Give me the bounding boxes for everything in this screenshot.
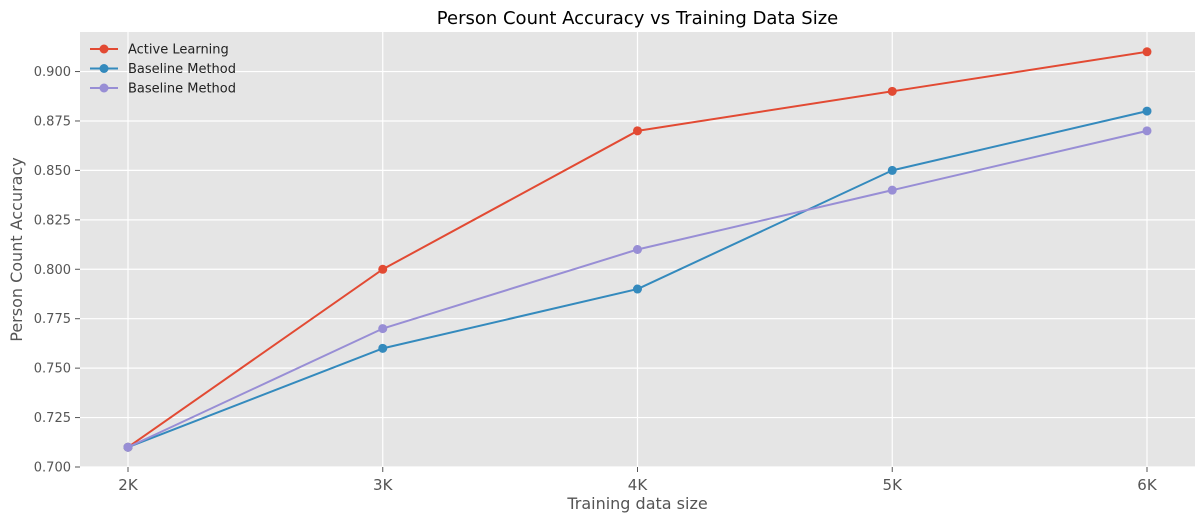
series-2 <box>123 106 1152 452</box>
data-point <box>633 245 642 254</box>
data-point <box>123 442 133 452</box>
y-axis-label: Person Count Accuracy <box>7 157 26 342</box>
data-point <box>887 185 897 195</box>
data-point <box>378 343 388 353</box>
data-point <box>633 126 642 136</box>
y-tick-label: 0.700 <box>34 461 71 476</box>
legend-label: Baseline Method <box>128 82 236 97</box>
x-tick-label: 2K <box>118 476 139 494</box>
series-lines <box>123 47 1152 452</box>
data-point <box>378 324 388 334</box>
chart-title: Person Count Accuracy vs Training Data S… <box>437 8 838 29</box>
y-tick-label: 0.725 <box>34 411 71 426</box>
data-point <box>1142 126 1152 136</box>
y-tick-label: 0.750 <box>34 362 71 377</box>
y-tick-label: 0.775 <box>34 312 71 327</box>
legend-marker <box>99 64 109 73</box>
data-point <box>887 165 897 175</box>
data-point <box>378 264 388 274</box>
legend-item: Active Learning <box>90 43 229 58</box>
y-tick-label: 0.875 <box>34 114 71 129</box>
y-tick-label: 0.825 <box>34 213 71 228</box>
legend-item: Baseline Method <box>90 82 236 97</box>
x-axis-label: Training data size <box>566 494 707 513</box>
x-tick-label: 3K <box>373 476 394 494</box>
legend-item: Baseline Method <box>90 62 236 77</box>
y-axis-ticks: 0.700 0.725 0.750 0.775 0.800 0.825 0.850 0.875… <box>34 65 80 476</box>
legend-marker <box>99 44 109 54</box>
gridlines <box>80 32 1195 468</box>
legend-label: Baseline Method <box>128 62 236 77</box>
x-axis-ticks: 2K 3K 4K 5K 6K <box>118 467 1158 494</box>
legend-label: Active Learning <box>128 43 229 58</box>
y-tick-label: 0.850 <box>34 164 71 179</box>
x-tick-label: 6K <box>1137 476 1158 494</box>
legend: Active Learning Baseline Method Baseline M… <box>90 43 236 97</box>
data-point <box>887 86 897 96</box>
y-tick-label: 0.800 <box>34 263 71 278</box>
x-tick-label: 4K <box>628 476 649 494</box>
series-3 <box>123 126 1152 452</box>
data-point <box>633 284 642 294</box>
data-point <box>1142 106 1152 116</box>
y-tick-label: 0.900 <box>34 65 71 80</box>
x-tick-label: 5K <box>883 476 904 494</box>
data-point <box>1142 47 1152 57</box>
legend-marker <box>99 83 109 93</box>
